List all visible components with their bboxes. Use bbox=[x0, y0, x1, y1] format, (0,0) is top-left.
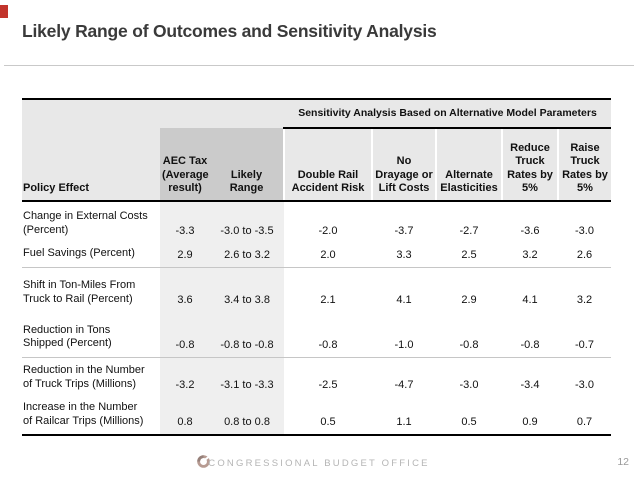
value-cell: 0.9 bbox=[502, 397, 558, 436]
policy-effects-table: Sensitivity Analysis Based on Alternativ… bbox=[22, 98, 611, 436]
value-cell: -0.8 bbox=[284, 312, 372, 358]
table-row: Change in External Costs (Percent) -3.3 … bbox=[22, 201, 611, 243]
value-cell: -0.8 bbox=[502, 312, 558, 358]
value-cell: 2.9 bbox=[461, 294, 477, 306]
value-cell: 0.8 bbox=[160, 397, 210, 436]
value-cell: 2.1 bbox=[320, 294, 336, 306]
value-cell: 3.3 bbox=[372, 243, 436, 268]
value-cell: -3.0 to -3.5 bbox=[210, 201, 284, 243]
value-cell: -3.3 bbox=[160, 201, 210, 243]
row-label: Reduction in the Number of Truck Trips (… bbox=[23, 364, 145, 390]
value-cell: -2.0 bbox=[318, 225, 338, 237]
value-cell: 2.6 bbox=[558, 243, 611, 268]
value-cell: 2.5 bbox=[436, 243, 502, 268]
row-label: Reduction in Tons Shipped (Percent) bbox=[22, 312, 160, 358]
header-corner-spacer bbox=[22, 98, 284, 128]
value-cell: -3.0 bbox=[459, 379, 479, 391]
value-cell: 2.0 bbox=[284, 243, 372, 268]
value-cell: -0.8 bbox=[436, 312, 502, 358]
value-cell: -3.7 bbox=[394, 225, 414, 237]
value-cell: 0.5 bbox=[436, 397, 502, 436]
value-cell: 4.1 bbox=[396, 294, 412, 306]
value-cell: -3.1 to -3.3 bbox=[210, 357, 284, 397]
row-label: Shift in Ton-Miles From Truck to Rail (P… bbox=[23, 279, 136, 305]
row-label: Change in External Costs (Percent) bbox=[23, 210, 148, 236]
slide-title: Likely Range of Outcomes and Sensitivity… bbox=[22, 21, 437, 41]
value-cell: 0.7 bbox=[558, 397, 611, 436]
value-cell: -3.0 bbox=[575, 225, 594, 237]
value-cell: -2.7 bbox=[459, 225, 479, 237]
value-cell: 3.4 to 3.8 bbox=[210, 267, 284, 312]
column-header-raise-truck-rates: Raise Truck Rates by 5% bbox=[557, 128, 611, 202]
column-header-aec-tax: AEC Tax (Average result) bbox=[160, 128, 210, 202]
title-underline-rule bbox=[4, 65, 634, 66]
cbo-swirl-logo-icon bbox=[197, 455, 211, 468]
value-cell: 2.9 bbox=[160, 243, 210, 268]
table-row: Shift in Ton-Miles From Truck to Rail (P… bbox=[22, 267, 611, 312]
column-header-double-rail-accident-risk: Double Rail Accident Risk bbox=[283, 128, 372, 202]
column-header-likely-range: Likely Range bbox=[210, 128, 284, 202]
value-cell: -3.2 bbox=[160, 357, 210, 397]
value-cell: 3.6 bbox=[160, 267, 210, 312]
column-header-policy-effect: Policy Effect bbox=[22, 128, 160, 202]
page-number: 12 bbox=[617, 456, 629, 468]
column-header-reduce-truck-rates: Reduce Truck Rates by 5% bbox=[501, 128, 558, 202]
table-row: Reduction in Tons Shipped (Percent) -0.8… bbox=[22, 312, 611, 358]
value-cell: -1.0 bbox=[372, 312, 436, 358]
value-cell: 2.6 to 3.2 bbox=[210, 243, 284, 268]
column-header-no-drayage-or-lift-costs: No Drayage or Lift Costs bbox=[371, 128, 436, 202]
table-row: Fuel Savings (Percent) 2.9 2.6 to 3.2 2.… bbox=[22, 243, 611, 268]
value-cell: -3.6 bbox=[520, 225, 540, 237]
red-accent-tab bbox=[0, 5, 8, 18]
value-cell: 0.5 bbox=[284, 397, 372, 436]
value-cell: 4.1 bbox=[522, 294, 538, 306]
value-cell: 0.8 to 0.8 bbox=[210, 397, 284, 436]
value-cell: -3.0 bbox=[575, 379, 594, 391]
table-row: Reduction in the Number of Truck Trips (… bbox=[22, 357, 611, 397]
footer-org-name: CONGRESSIONAL BUDGET OFFICE bbox=[208, 458, 430, 469]
value-cell: 3.2 bbox=[502, 243, 558, 268]
row-label: Increase in the Number of Railcar Trips … bbox=[22, 397, 160, 436]
column-header-alternate-elasticities: Alternate Elasticities bbox=[435, 128, 502, 202]
value-cell: -2.5 bbox=[318, 379, 338, 391]
value-cell: -0.8 bbox=[160, 312, 210, 358]
value-cell: 1.1 bbox=[372, 397, 436, 436]
value-cell: -4.7 bbox=[394, 379, 414, 391]
row-label: Fuel Savings (Percent) bbox=[22, 243, 160, 268]
sensitivity-group-header: Sensitivity Analysis Based on Alternativ… bbox=[284, 98, 611, 129]
value-cell: -0.7 bbox=[558, 312, 611, 358]
value-cell: -3.4 bbox=[520, 379, 540, 391]
table-row: Increase in the Number of Railcar Trips … bbox=[22, 397, 611, 436]
value-cell: 3.2 bbox=[576, 294, 593, 306]
value-cell: -0.8 to -0.8 bbox=[210, 312, 284, 358]
